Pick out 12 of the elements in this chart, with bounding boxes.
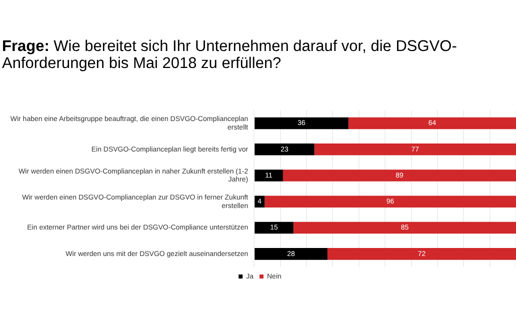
bar bbox=[254, 170, 283, 182]
chart-title: Frage: Wie bereitet sich Ihr Unternehmen darauf vor, die DSGVO-Anforderungen bis Mai 2018 zu erfüllen? bbox=[2, 38, 458, 72]
bar bbox=[314, 144, 516, 156]
bar bbox=[254, 144, 314, 156]
bar bbox=[282, 170, 516, 182]
bar bbox=[254, 222, 294, 234]
bar bbox=[254, 248, 328, 260]
bar bbox=[327, 248, 516, 260]
bar bbox=[254, 117, 348, 130]
bar bbox=[348, 117, 516, 130]
bar bbox=[264, 196, 516, 208]
bar bbox=[293, 222, 516, 234]
